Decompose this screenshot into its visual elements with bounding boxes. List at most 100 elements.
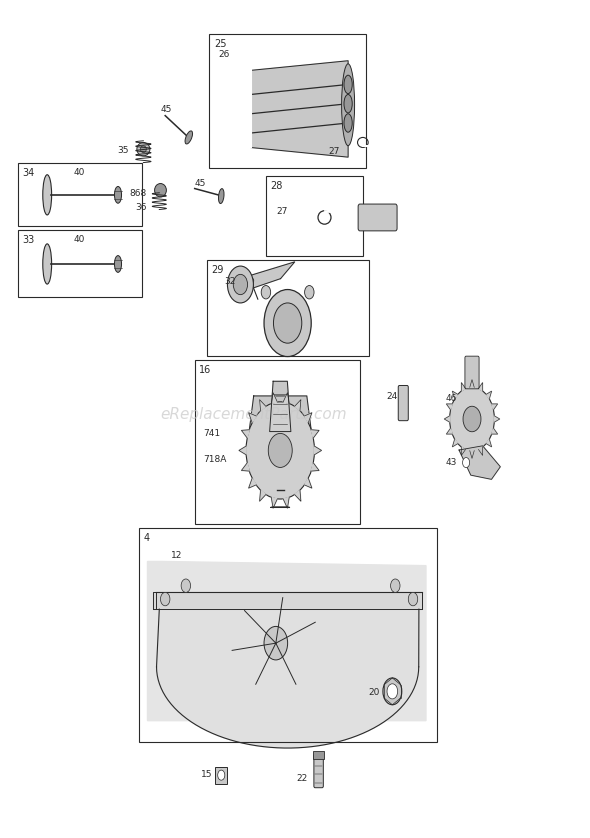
- FancyBboxPatch shape: [398, 385, 408, 421]
- Polygon shape: [459, 446, 500, 479]
- Circle shape: [463, 458, 470, 468]
- Text: 29: 29: [211, 265, 224, 275]
- Ellipse shape: [342, 64, 355, 146]
- Polygon shape: [238, 261, 294, 293]
- Polygon shape: [304, 478, 312, 488]
- Polygon shape: [470, 380, 474, 387]
- Polygon shape: [248, 413, 256, 422]
- Polygon shape: [260, 400, 266, 411]
- Text: 40: 40: [74, 168, 85, 178]
- Text: 32: 32: [224, 277, 235, 286]
- Text: 718A: 718A: [204, 454, 227, 463]
- Circle shape: [383, 678, 402, 705]
- Text: 35: 35: [117, 146, 129, 155]
- Text: 46: 46: [445, 394, 457, 403]
- Text: 12: 12: [171, 551, 182, 561]
- Circle shape: [181, 579, 191, 592]
- Text: 34: 34: [22, 168, 35, 178]
- Bar: [266, 176, 363, 256]
- Polygon shape: [241, 430, 250, 438]
- Polygon shape: [494, 416, 500, 422]
- Circle shape: [264, 627, 288, 660]
- Text: 741: 741: [204, 429, 221, 438]
- Polygon shape: [461, 447, 466, 455]
- Polygon shape: [248, 478, 256, 488]
- Polygon shape: [453, 439, 458, 447]
- Polygon shape: [478, 447, 483, 455]
- Polygon shape: [447, 404, 453, 410]
- Ellipse shape: [140, 146, 146, 153]
- Polygon shape: [260, 490, 266, 501]
- Polygon shape: [491, 404, 497, 410]
- Circle shape: [261, 286, 271, 299]
- Ellipse shape: [344, 95, 352, 113]
- FancyBboxPatch shape: [266, 425, 295, 455]
- Polygon shape: [314, 446, 322, 455]
- Polygon shape: [470, 451, 474, 458]
- Polygon shape: [453, 391, 458, 399]
- Polygon shape: [148, 561, 426, 721]
- Bar: [313, 751, 324, 759]
- Circle shape: [304, 286, 314, 299]
- Circle shape: [273, 303, 302, 344]
- Ellipse shape: [248, 278, 254, 284]
- Text: 22: 22: [296, 774, 307, 784]
- Circle shape: [233, 274, 248, 295]
- Circle shape: [227, 266, 253, 303]
- Polygon shape: [294, 490, 301, 501]
- Circle shape: [450, 387, 494, 451]
- Ellipse shape: [137, 142, 150, 156]
- Text: eReplacementParts.com: eReplacementParts.com: [160, 407, 347, 422]
- Polygon shape: [304, 413, 312, 422]
- Ellipse shape: [43, 244, 52, 284]
- Polygon shape: [311, 463, 319, 471]
- Polygon shape: [239, 446, 246, 455]
- Polygon shape: [283, 393, 289, 404]
- Polygon shape: [251, 61, 348, 158]
- Bar: [195, 360, 360, 524]
- Circle shape: [268, 433, 292, 468]
- Circle shape: [408, 592, 418, 606]
- Ellipse shape: [155, 184, 166, 197]
- Circle shape: [387, 684, 398, 699]
- Polygon shape: [447, 428, 453, 434]
- Text: 33: 33: [22, 235, 35, 246]
- Circle shape: [218, 770, 225, 780]
- Polygon shape: [294, 400, 301, 411]
- Text: 4: 4: [143, 533, 149, 543]
- Text: 27: 27: [329, 147, 340, 156]
- Text: 868: 868: [129, 189, 146, 198]
- Polygon shape: [283, 497, 289, 508]
- Circle shape: [246, 402, 314, 499]
- Circle shape: [391, 579, 400, 592]
- FancyBboxPatch shape: [465, 356, 479, 389]
- Bar: [18, 230, 142, 297]
- Polygon shape: [486, 439, 491, 447]
- Polygon shape: [241, 463, 250, 471]
- Circle shape: [463, 406, 481, 432]
- Text: 15: 15: [201, 770, 212, 779]
- Polygon shape: [478, 383, 483, 391]
- Ellipse shape: [344, 75, 352, 94]
- Text: 36: 36: [135, 203, 146, 212]
- Text: 43: 43: [445, 458, 457, 468]
- Text: 27: 27: [276, 208, 287, 216]
- Polygon shape: [248, 396, 313, 442]
- Ellipse shape: [114, 256, 122, 272]
- Polygon shape: [444, 416, 450, 422]
- Text: 20: 20: [369, 688, 380, 697]
- Bar: [206, 260, 369, 356]
- FancyBboxPatch shape: [314, 754, 323, 788]
- Circle shape: [160, 592, 170, 606]
- Bar: [18, 163, 142, 226]
- Text: 28: 28: [270, 181, 283, 191]
- Ellipse shape: [218, 189, 224, 204]
- Text: 26: 26: [218, 50, 230, 59]
- Polygon shape: [271, 393, 277, 404]
- Polygon shape: [491, 428, 497, 434]
- Bar: [139, 528, 437, 742]
- Ellipse shape: [114, 186, 122, 203]
- Text: 40: 40: [74, 235, 85, 245]
- Polygon shape: [461, 383, 466, 391]
- Text: 45: 45: [160, 105, 172, 114]
